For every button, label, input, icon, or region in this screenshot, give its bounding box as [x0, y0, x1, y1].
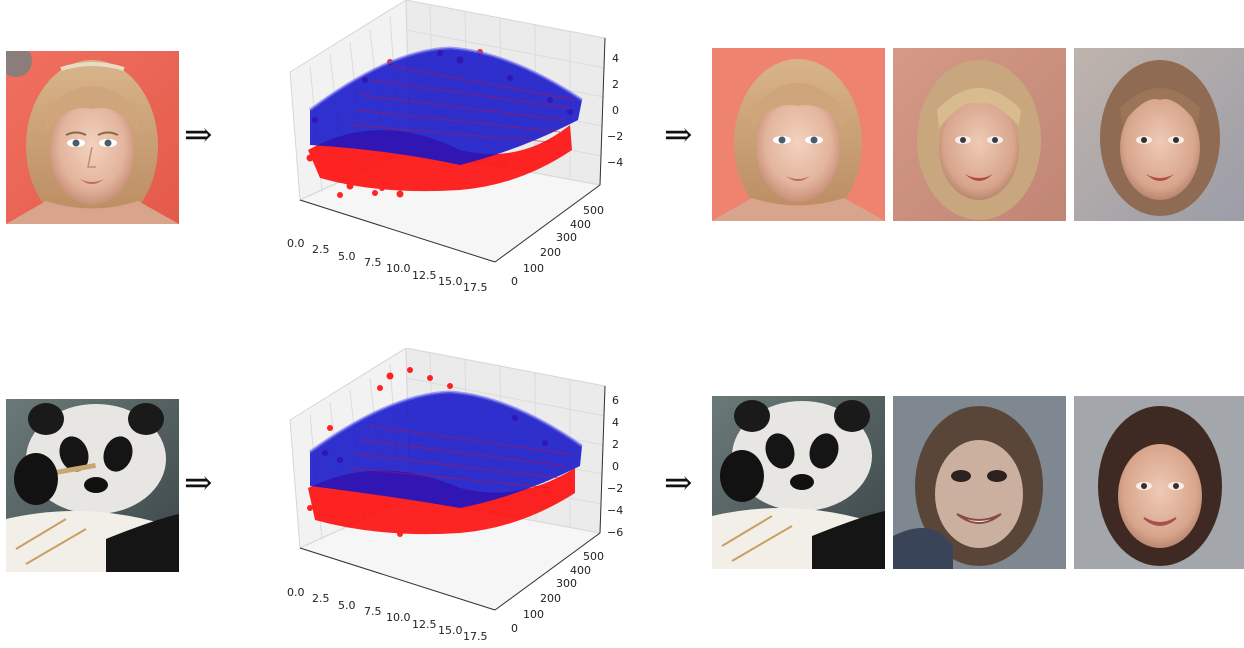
- x-tick-label: 12.5: [412, 269, 437, 282]
- face-photo-input: [6, 51, 179, 224]
- panda-photo-input: [6, 399, 179, 572]
- z-tick-label: 0: [612, 104, 619, 117]
- x-tick-label: 5.0: [338, 250, 356, 263]
- z-tick-label: −2: [607, 482, 623, 495]
- x-tick-label: 10.0: [386, 611, 411, 624]
- x-tick-label: 0.0: [287, 237, 305, 250]
- x-tick-label: 7.5: [364, 605, 382, 618]
- z-tick-label: 6: [612, 394, 619, 407]
- x-tick-label: 7.5: [364, 256, 382, 269]
- face-reconstruction: [712, 48, 885, 221]
- z-tick-label: 4: [612, 416, 619, 429]
- panda-reconstruction: [712, 396, 885, 569]
- y-tick-label: 200: [540, 592, 561, 605]
- x-tick-label: 15.0: [438, 275, 463, 288]
- y-tick-label: 500: [583, 204, 604, 217]
- z-tick-label: −4: [607, 156, 623, 169]
- panda-face-sample-2: [1074, 396, 1244, 569]
- y-tick-label: 100: [523, 608, 544, 621]
- y-tick-label: 0: [511, 275, 518, 288]
- arrow-decode: ⇒: [664, 463, 693, 503]
- x-tick-label: 2.5: [312, 592, 330, 605]
- z-tick-label: 2: [612, 78, 619, 91]
- x-tick-label: 12.5: [412, 618, 437, 631]
- face-sample-1: [893, 48, 1066, 221]
- y-tick-label: 100: [523, 262, 544, 275]
- y-tick-label: 500: [583, 550, 604, 563]
- arrow-encode: ⇒: [184, 115, 213, 155]
- y-tick-label: 400: [570, 564, 591, 577]
- latent-3d-scatter-plot: 6 4 2 0 −2 −4 −6 0.0 2.5 5.0 7.5 10.0 12…: [270, 347, 630, 644]
- x-tick-label: 17.5: [463, 281, 488, 294]
- y-tick-label: 400: [570, 218, 591, 231]
- y-tick-label: 0: [511, 622, 518, 635]
- x-tick-label: 2.5: [312, 243, 330, 256]
- z-tick-label: 2: [612, 438, 619, 451]
- y-tick-label: 300: [556, 231, 577, 244]
- z-tick-label: −2: [607, 130, 623, 143]
- z-tick-label: 4: [612, 52, 619, 65]
- z-tick-label: −4: [607, 504, 623, 517]
- row-1: ⇒: [0, 0, 1244, 322]
- y-tick-label: 200: [540, 246, 561, 259]
- face-sample-2: [1074, 48, 1244, 221]
- x-tick-label: 0.0: [287, 586, 305, 599]
- arrow-decode: ⇒: [664, 115, 693, 155]
- arrow-encode: ⇒: [184, 463, 213, 503]
- x-tick-label: 5.0: [338, 599, 356, 612]
- x-tick-label: 17.5: [463, 630, 488, 643]
- z-tick-label: 0: [612, 460, 619, 473]
- z-tick-label: −6: [607, 526, 623, 539]
- panda-face-sample-1: [893, 396, 1066, 569]
- latent-3d-scatter-plot: 4 2 0 −2 −4 0.0 2.5 5.0 7.5 10.0 12.5 15…: [270, 0, 630, 310]
- y-tick-label: 300: [556, 577, 577, 590]
- x-tick-label: 10.0: [386, 262, 411, 275]
- row-2: ⇒: [0, 322, 1244, 644]
- x-tick-label: 15.0: [438, 624, 463, 637]
